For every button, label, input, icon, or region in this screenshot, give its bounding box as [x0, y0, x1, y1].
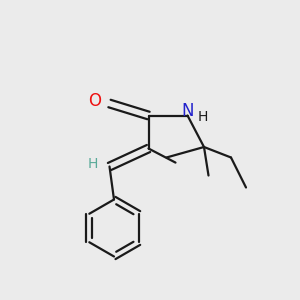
Text: O: O [88, 92, 102, 110]
Text: N: N [181, 102, 194, 120]
Text: H: H [88, 157, 98, 170]
Text: H: H [197, 110, 208, 124]
